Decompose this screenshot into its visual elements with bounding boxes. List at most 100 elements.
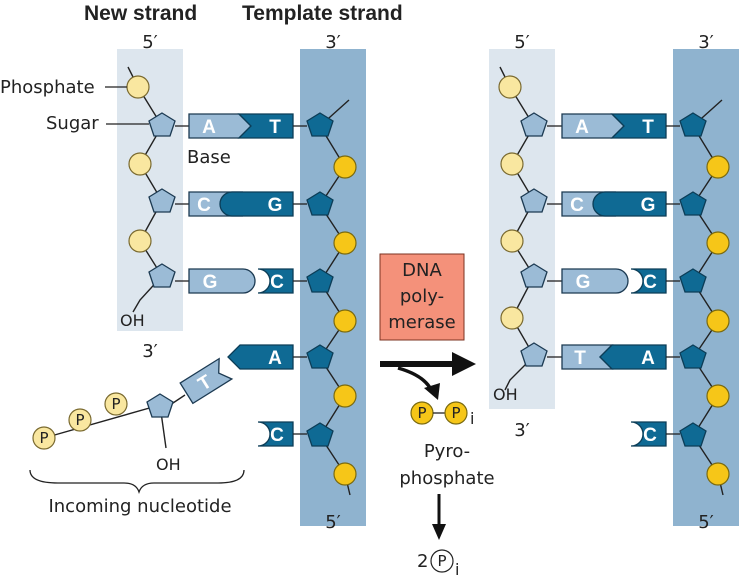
template-base: A xyxy=(641,348,655,369)
phosphate xyxy=(128,229,152,253)
sugar xyxy=(306,112,334,137)
phosphate xyxy=(333,384,357,408)
sugar xyxy=(520,342,548,367)
template-base: G xyxy=(641,195,656,216)
pyrophosphate-pi xyxy=(444,401,468,425)
template-base: A xyxy=(268,348,282,369)
enzyme-line3: merase xyxy=(388,312,456,333)
template-base: T xyxy=(642,117,654,138)
phosphate xyxy=(104,392,128,416)
phosphate xyxy=(706,309,730,333)
new-base: G xyxy=(576,272,591,293)
sugar xyxy=(306,268,334,293)
pi-subscript: i xyxy=(470,409,474,428)
new-strand-3prime: 3′ xyxy=(142,341,158,362)
template-3prime: 3′ xyxy=(325,32,341,53)
phosphate xyxy=(498,75,522,99)
incoming-nucleotide: P P P T OH Incoming nucleotide xyxy=(29,357,245,517)
phosphate xyxy=(32,426,56,450)
phosphate xyxy=(68,408,92,432)
pyrophosphate-label-1: Pyro- xyxy=(424,441,470,462)
p-symbol: P xyxy=(75,411,84,429)
two-label: 2 xyxy=(417,551,428,572)
base-pair-t-a: T A xyxy=(547,344,680,370)
sugar xyxy=(306,422,334,447)
sugar xyxy=(679,422,707,447)
base-pair-g-c: G C xyxy=(175,268,307,294)
left-panel: New strand Template strand 5′ 3′ 3′ 5′ P… xyxy=(0,2,403,533)
template-base: C xyxy=(643,425,657,446)
new-strand-3prime: 3′ xyxy=(514,420,530,441)
template-base: C xyxy=(643,272,657,293)
phosphate-label: Phosphate xyxy=(0,77,95,98)
oh-label: OH xyxy=(156,455,181,474)
pyrophosphate-label-2: phosphate xyxy=(399,468,494,489)
p-symbol: P xyxy=(111,395,120,413)
p-symbol: P xyxy=(39,429,48,447)
phosphate xyxy=(706,462,730,486)
sugar xyxy=(520,188,548,213)
base-pair-g-c: G C xyxy=(547,268,680,294)
new-base: T xyxy=(574,348,586,369)
phosphate xyxy=(333,462,357,486)
phosphate xyxy=(333,231,357,255)
base-pair-c-g: C G xyxy=(547,191,680,217)
base-pair-c-g: C G xyxy=(175,191,307,217)
new-base: C xyxy=(197,195,211,216)
template-base: G xyxy=(268,195,283,216)
p-symbol: P xyxy=(417,404,426,422)
new-base: A xyxy=(202,117,216,138)
template-3prime: 3′ xyxy=(698,32,714,53)
template-base-c-unpaired: C xyxy=(630,421,680,447)
template-base-a-unpaired: A xyxy=(227,344,307,370)
sugar xyxy=(148,188,176,213)
new-base: G xyxy=(203,272,218,293)
sugar xyxy=(679,268,707,293)
oh-label: OH xyxy=(493,385,518,404)
new-strand-5prime: 5′ xyxy=(514,32,530,53)
sugar xyxy=(679,112,707,137)
oh-label: OH xyxy=(120,311,145,330)
sugar xyxy=(306,191,334,216)
new-base: C xyxy=(570,195,584,216)
phosphate xyxy=(706,231,730,255)
phosphate xyxy=(333,155,357,179)
template-base: C xyxy=(270,272,284,293)
template-base: C xyxy=(270,425,284,446)
template-base: T xyxy=(269,117,281,138)
inorganic-phosphate xyxy=(430,549,454,573)
right-panel: 5′ 3′ 3′ 5′ OH A T xyxy=(489,32,739,533)
template-strand-title: Template strand xyxy=(242,2,403,25)
base-label: Base xyxy=(187,147,231,168)
phosphate xyxy=(500,152,524,176)
sugar xyxy=(148,263,176,288)
sugar xyxy=(679,191,707,216)
phosphate xyxy=(500,306,524,330)
sugar xyxy=(679,344,707,369)
sugar xyxy=(148,112,176,137)
new-strand-title: New strand xyxy=(84,2,197,25)
base-pair-a-t: A T xyxy=(547,113,680,139)
pi-symbol: P xyxy=(437,552,446,570)
new-strand-5prime: 5′ xyxy=(142,32,158,53)
phosphate xyxy=(706,384,730,408)
phosphate xyxy=(128,152,152,176)
incoming-nucleotide-label: Incoming nucleotide xyxy=(48,496,231,517)
sugar xyxy=(306,344,334,369)
enzyme-line2: poly- xyxy=(400,286,444,307)
new-base: A xyxy=(575,117,589,138)
dna-polymerase-box xyxy=(379,253,465,341)
enzyme-reaction: DNA poly- merase P P i Pyro- phosphate 2… xyxy=(379,253,495,579)
phosphate xyxy=(706,155,730,179)
sugar xyxy=(146,393,174,418)
base-pair-a-t: A T xyxy=(175,113,307,139)
phosphate xyxy=(333,309,357,333)
enzyme-line1: DNA xyxy=(402,260,442,281)
phosphate xyxy=(500,229,524,253)
sugar xyxy=(520,112,548,137)
template-5prime: 5′ xyxy=(698,512,714,533)
sugar-label: Sugar xyxy=(46,113,99,134)
pi-subscript: i xyxy=(455,560,459,579)
new-strand-band xyxy=(117,49,183,331)
